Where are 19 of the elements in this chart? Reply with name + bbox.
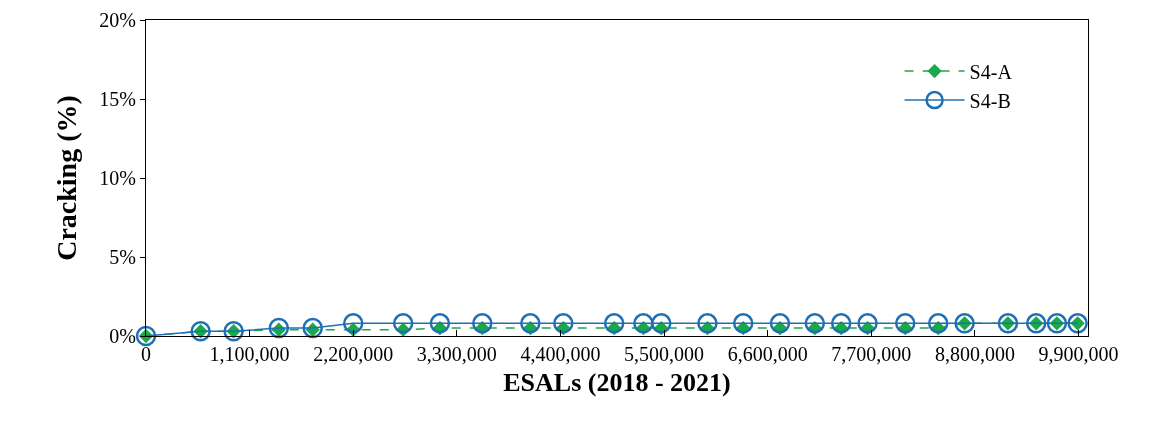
x-tick-label: 5,500,000 — [624, 343, 705, 365]
y-tick-label: 0% — [109, 325, 136, 347]
legend-label: S4-B — [969, 89, 1011, 112]
x-tick-label: 8,800,000 — [934, 343, 1015, 365]
x-tick-label: 1,100,000 — [209, 343, 290, 365]
x-tick-label: 3,300,000 — [416, 343, 497, 365]
y-tick-label: 5% — [109, 246, 136, 268]
x-tick-label: 2,200,000 — [313, 343, 394, 365]
x-tick-label: 4,400,000 — [520, 343, 601, 365]
y-tick-label: 10% — [99, 167, 136, 189]
x-tick-label: 9,900,000 — [1038, 343, 1119, 365]
x-tick-label: 6,600,000 — [727, 343, 808, 365]
y-tick-label: 15% — [99, 88, 136, 110]
x-axis-title: ESALs (2018 - 2021) — [503, 367, 731, 397]
legend-label: S4-A — [969, 60, 1013, 83]
y-tick-label: 20% — [99, 9, 136, 31]
x-tick-label: 7,700,000 — [831, 343, 912, 365]
y-axis-title: Cracking (%) — [51, 95, 83, 261]
x-tick-label: 0 — [141, 343, 151, 365]
